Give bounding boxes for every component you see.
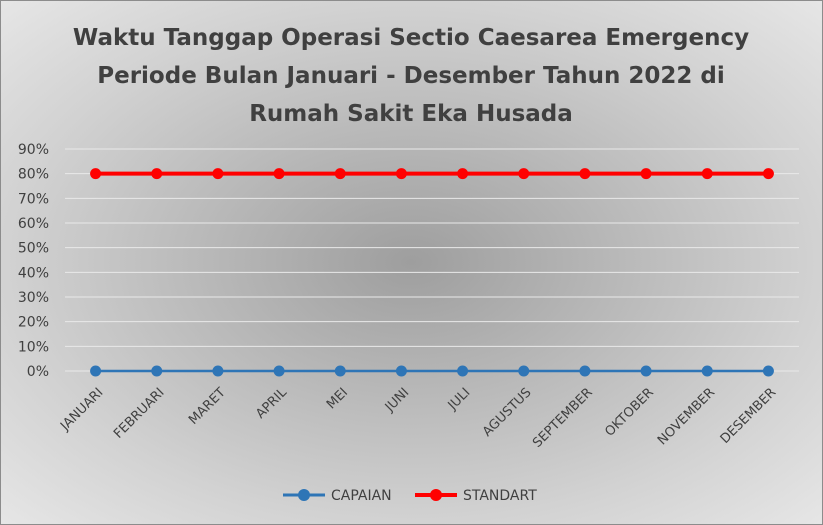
data-point-standart xyxy=(334,168,346,180)
data-point-standart xyxy=(457,168,469,180)
y-tick-label: 30% xyxy=(18,290,49,306)
y-tick-label: 50% xyxy=(18,241,49,257)
x-tick-label: JUNI xyxy=(382,385,412,415)
legend-label-standart: STANDART xyxy=(463,488,537,504)
x-tick-label: AGUSTUS xyxy=(480,385,535,440)
y-tick-label: 80% xyxy=(18,167,49,183)
data-point-capaian xyxy=(579,365,591,377)
y-tick-label: 90% xyxy=(18,142,49,158)
data-point-standart xyxy=(273,168,285,180)
x-tick-label: JULI xyxy=(445,385,474,414)
legend-marker-standart xyxy=(430,489,442,501)
data-point-capaian xyxy=(151,365,163,377)
x-tick-label: NOVEMBER xyxy=(655,385,718,448)
legend-marker-capaian xyxy=(298,489,310,501)
data-point-capaian xyxy=(273,365,285,377)
data-point-capaian xyxy=(212,365,224,377)
x-tick-label: APRIL xyxy=(253,385,290,422)
y-tick-label: 70% xyxy=(18,191,49,207)
y-tick-label: 60% xyxy=(18,216,49,232)
data-point-capaian xyxy=(395,365,407,377)
x-tick-label: SEPTEMBER xyxy=(530,385,596,451)
chart-title-line-3: Rumah Sakit Eka Husada xyxy=(249,101,573,127)
x-tick-label: JANUARI xyxy=(57,385,106,434)
x-tick-label: OKTOBER xyxy=(602,385,657,440)
data-point-standart xyxy=(151,168,163,180)
data-point-capaian xyxy=(762,365,774,377)
data-point-standart xyxy=(518,168,530,180)
chart-title: Waktu Tanggap Operasi Sectio Caesarea Em… xyxy=(61,19,761,133)
y-tick-label: 0% xyxy=(27,364,49,380)
data-point-standart xyxy=(701,168,713,180)
data-point-standart xyxy=(90,168,102,180)
data-point-capaian xyxy=(334,365,346,377)
x-tick-label: MARET xyxy=(186,385,229,428)
chart-title-line-1: Waktu Tanggap Operasi Sectio Caesarea Em… xyxy=(72,25,750,51)
x-tick-label: FEBRUARI xyxy=(111,385,168,442)
data-point-standart xyxy=(640,168,652,180)
chart-title-line-2: Periode Bulan Januari - Desember Tahun 2… xyxy=(97,63,725,89)
y-tick-label: 10% xyxy=(18,339,49,355)
data-point-standart xyxy=(762,168,774,180)
data-point-capaian xyxy=(701,365,713,377)
x-tick-label: MEI xyxy=(324,385,351,412)
data-point-standart xyxy=(212,168,224,180)
data-point-standart xyxy=(579,168,591,180)
y-tick-label: 20% xyxy=(18,315,49,331)
data-point-capaian xyxy=(90,365,102,377)
legend-label-capaian: CAPAIAN xyxy=(331,488,392,504)
y-tick-label: 40% xyxy=(18,265,49,281)
data-point-capaian xyxy=(518,365,530,377)
data-point-capaian xyxy=(457,365,469,377)
data-point-capaian xyxy=(640,365,652,377)
data-point-standart xyxy=(395,168,407,180)
x-tick-label: DESEMBER xyxy=(718,385,780,447)
